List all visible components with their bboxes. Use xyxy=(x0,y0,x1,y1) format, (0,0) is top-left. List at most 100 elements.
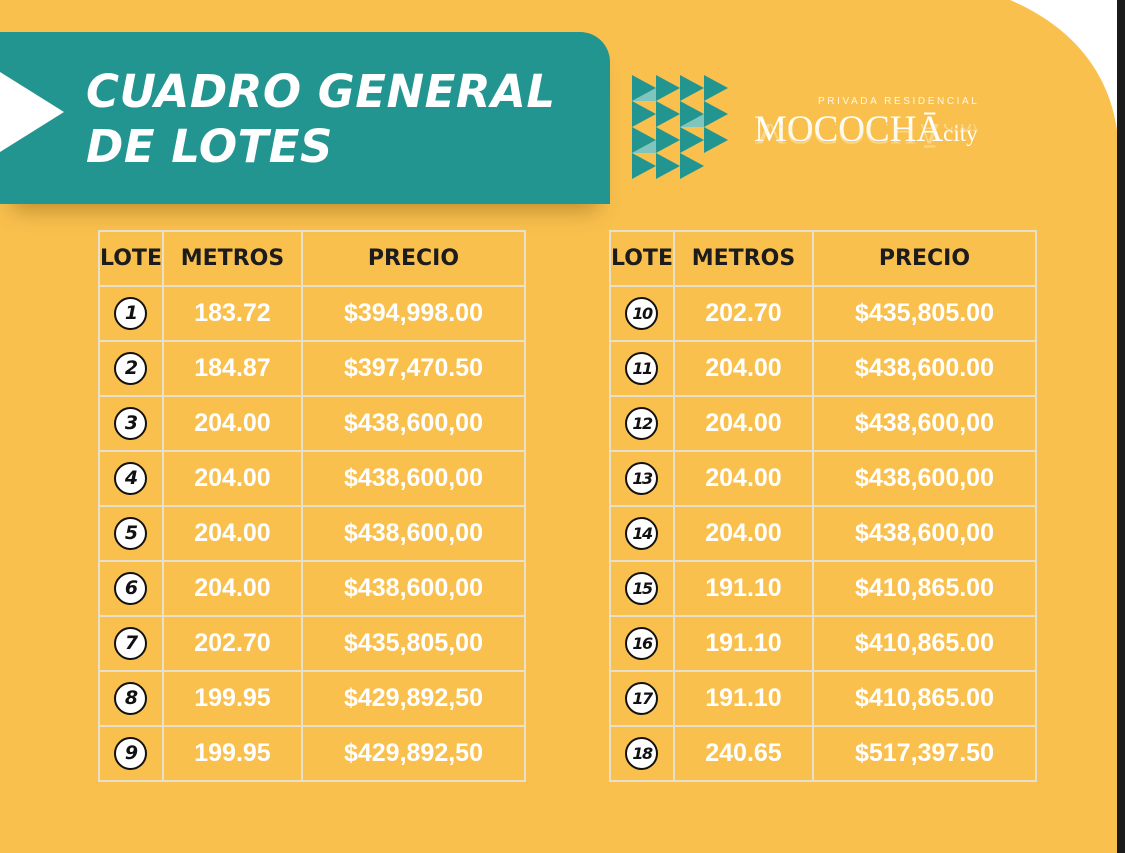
precio-cell: $438,600,00 xyxy=(811,395,1037,452)
table-row: 16 191.10 $410,865.00 xyxy=(609,615,1037,672)
table-row: 5 204.00 $438,600,00 xyxy=(98,505,526,562)
table-row: 12 204.00 $438,600,00 xyxy=(609,395,1037,452)
metros-cell: 191.10 xyxy=(672,670,814,727)
header-precio: PRECIO xyxy=(811,230,1037,287)
table-row: 17 191.10 $410,865.00 xyxy=(609,670,1037,727)
lote-cell: 2 xyxy=(98,340,164,397)
precio-cell: $438,600,00 xyxy=(811,505,1037,562)
precio-cell: $517,397.50 xyxy=(811,725,1037,782)
metros-cell: 204.00 xyxy=(672,340,814,397)
title-banner xyxy=(0,32,610,204)
table-row: 3 204.00 $438,600,00 xyxy=(98,395,526,452)
lote-number-badge: 3 xyxy=(114,407,148,440)
metros-cell: 199.95 xyxy=(161,725,303,782)
lote-cell: 12 xyxy=(609,395,675,452)
lote-number-badge: 1 xyxy=(114,297,148,330)
metros-cell: 204.00 xyxy=(161,450,303,507)
metros-cell: 184.87 xyxy=(161,340,303,397)
lote-number-badge: 10 xyxy=(625,297,659,330)
table-row: 15 191.10 $410,865.00 xyxy=(609,560,1037,617)
precio-cell: $438,600.00 xyxy=(811,340,1037,397)
table-row: 4 204.00 $438,600,00 xyxy=(98,450,526,507)
table-row: 18 240.65 $517,397.50 xyxy=(609,725,1037,782)
lote-cell: 1 xyxy=(98,285,164,342)
lote-cell: 5 xyxy=(98,505,164,562)
lote-cell: 13 xyxy=(609,450,675,507)
precio-cell: $397,470.50 xyxy=(300,340,526,397)
lote-number-badge: 6 xyxy=(114,572,148,605)
metros-cell: 204.00 xyxy=(161,505,303,562)
precio-cell: $438,600,00 xyxy=(811,450,1037,507)
lote-number-badge: 8 xyxy=(114,682,148,715)
lote-number-badge: 17 xyxy=(625,682,659,715)
lote-number-badge: 18 xyxy=(625,737,659,770)
table-row: 11 204.00 $438,600.00 xyxy=(609,340,1037,397)
table-row: 6 204.00 $438,600,00 xyxy=(98,560,526,617)
metros-cell: 199.95 xyxy=(161,670,303,727)
lote-number-badge: 9 xyxy=(114,737,148,770)
table-row: 1 183.72 $394,998.00 xyxy=(98,285,526,342)
lote-cell: 6 xyxy=(98,560,164,617)
precio-cell: $438,600,00 xyxy=(300,395,526,452)
table-header-row: LOTE METROS PRECIO xyxy=(98,230,526,287)
lote-number-badge: 14 xyxy=(625,517,659,550)
lote-number-badge: 5 xyxy=(114,517,148,550)
metros-cell: 191.10 xyxy=(672,560,814,617)
lote-cell: 7 xyxy=(98,615,164,672)
precio-cell: $429,892,50 xyxy=(300,725,526,782)
header-lote: LOTE xyxy=(98,230,164,287)
lote-cell: 17 xyxy=(609,670,675,727)
lots-table-right: LOTE METROS PRECIO 10 202.70 $435,805.00 11… xyxy=(609,230,1037,782)
lote-cell: 10 xyxy=(609,285,675,342)
table-row: 13 204.00 $438,600,00 xyxy=(609,450,1037,507)
table-row: 14 204.00 $438,600,00 xyxy=(609,505,1037,562)
precio-cell: $435,805,00 xyxy=(300,615,526,672)
metros-cell: 183.72 xyxy=(161,285,303,342)
lote-number-badge: 4 xyxy=(114,462,148,495)
precio-cell: $438,600,00 xyxy=(300,560,526,617)
logo-name: MOCOCHĀcity xyxy=(754,109,978,150)
triangle-logo-icon xyxy=(632,75,728,179)
lote-number-badge: 15 xyxy=(625,572,659,605)
lote-cell: 9 xyxy=(98,725,164,782)
table-row: 2 184.87 $397,470.50 xyxy=(98,340,526,397)
table-row: 9 199.95 $429,892,50 xyxy=(98,725,526,782)
precio-cell: $438,600,00 xyxy=(300,450,526,507)
lote-number-badge: 13 xyxy=(625,462,659,495)
precio-cell: $435,805.00 xyxy=(811,285,1037,342)
lote-cell: 16 xyxy=(609,615,675,672)
table-header-row: LOTE METROS PRECIO xyxy=(609,230,1037,287)
lote-cell: 8 xyxy=(98,670,164,727)
lote-cell: 18 xyxy=(609,725,675,782)
precio-cell: $394,998.00 xyxy=(300,285,526,342)
header-lote: LOTE xyxy=(609,230,675,287)
precio-cell: $438,600,00 xyxy=(300,505,526,562)
title-line-1: CUADRO GENERAL xyxy=(86,65,556,118)
lote-cell: 11 xyxy=(609,340,675,397)
metros-cell: 202.70 xyxy=(161,615,303,672)
header-metros: METROS xyxy=(161,230,303,287)
arrow-icon xyxy=(0,72,64,152)
page-title: CUADRO GENERAL DE LOTES xyxy=(86,64,586,174)
precio-cell: $410,865.00 xyxy=(811,615,1037,672)
window-edge xyxy=(1117,0,1125,853)
lote-number-badge: 12 xyxy=(625,407,659,440)
lote-number-badge: 11 xyxy=(625,352,659,385)
title-line-2: DE LOTES xyxy=(86,120,333,173)
metros-cell: 204.00 xyxy=(161,560,303,617)
table-row: 8 199.95 $429,892,50 xyxy=(98,670,526,727)
lote-number-badge: 16 xyxy=(625,627,659,660)
header-metros: METROS xyxy=(672,230,814,287)
lote-number-badge: 7 xyxy=(114,627,148,660)
metros-cell: 204.00 xyxy=(672,395,814,452)
lote-cell: 4 xyxy=(98,450,164,507)
precio-cell: $410,865.00 xyxy=(811,560,1037,617)
table-row: 10 202.70 $435,805.00 xyxy=(609,285,1037,342)
lote-cell: 3 xyxy=(98,395,164,452)
lote-cell: 14 xyxy=(609,505,675,562)
metros-cell: 202.70 xyxy=(672,285,814,342)
metros-cell: 204.00 xyxy=(672,450,814,507)
header-precio: PRECIO xyxy=(300,230,526,287)
table-row: 7 202.70 $435,805,00 xyxy=(98,615,526,672)
metros-cell: 204.00 xyxy=(672,505,814,562)
